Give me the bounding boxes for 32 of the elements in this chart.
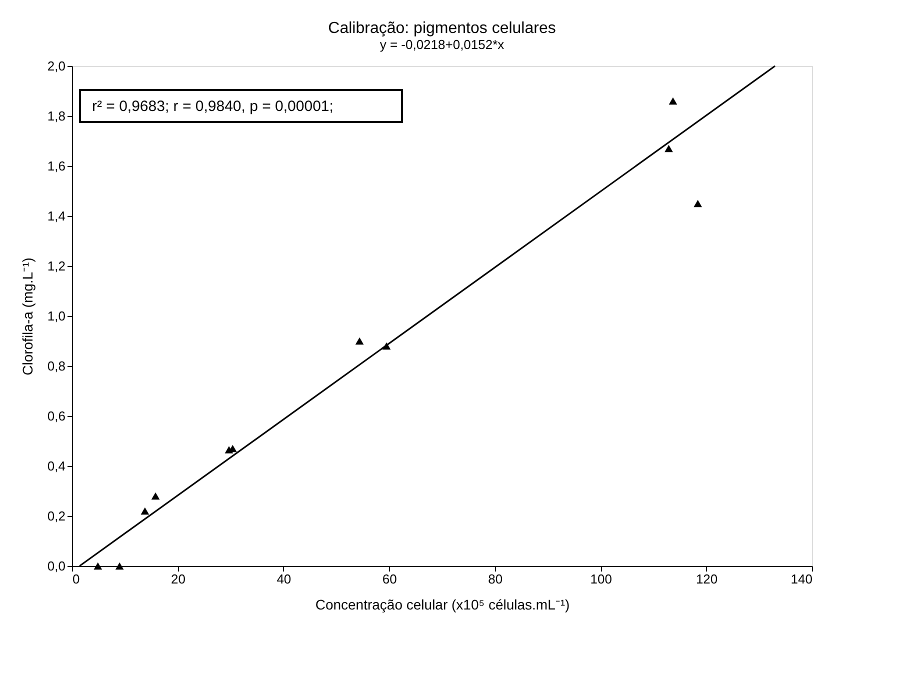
point — [694, 200, 702, 208]
y-tick-label: 0,4 — [47, 458, 66, 474]
y-tick-label: 1,0 — [47, 308, 66, 324]
x-tick-label: 120 — [696, 572, 718, 586]
y-tick-label: 0,0 — [47, 558, 66, 574]
point — [151, 492, 160, 500]
y-axis-title: Clorofila-a (mg.L⁻¹) — [19, 258, 36, 376]
point — [668, 97, 678, 105]
y-tick-label: 1,4 — [47, 208, 66, 224]
point — [140, 507, 150, 515]
x-tick-label: 80 — [488, 572, 503, 586]
x-tick-label: 0 — [72, 572, 80, 586]
y-tick-label: 1,2 — [47, 258, 66, 274]
x-tick-label: 20 — [170, 572, 186, 586]
y-tick-label: 0,6 — [47, 408, 66, 424]
point — [94, 562, 102, 570]
y-tick-label: 0,8 — [47, 358, 66, 374]
y-tick-label: 1,8 — [47, 108, 66, 124]
chart-subtitle: y = -0,0218+0,0152*x — [380, 37, 505, 52]
y-tick-label: 2,0 — [47, 58, 66, 74]
chart-title: Calibração: pigmentos celulares — [328, 20, 556, 37]
x-axis-title: Concentração celular (x10⁵ células.mL⁻¹) — [315, 596, 570, 612]
point — [664, 144, 673, 152]
y-tick-label: 0,2 — [47, 508, 66, 524]
x-tick-label: 140 — [790, 572, 812, 586]
y-tick-label: 1,6 — [47, 158, 66, 174]
point — [355, 337, 364, 345]
x-tick-label: 40 — [276, 572, 292, 586]
x-tick-label: 100 — [590, 572, 612, 586]
x-tick-label: 60 — [382, 572, 397, 586]
annotation: r² = 0,9683; r = 0,9840, p = 0,00001; — [92, 98, 334, 115]
point — [115, 562, 124, 570]
